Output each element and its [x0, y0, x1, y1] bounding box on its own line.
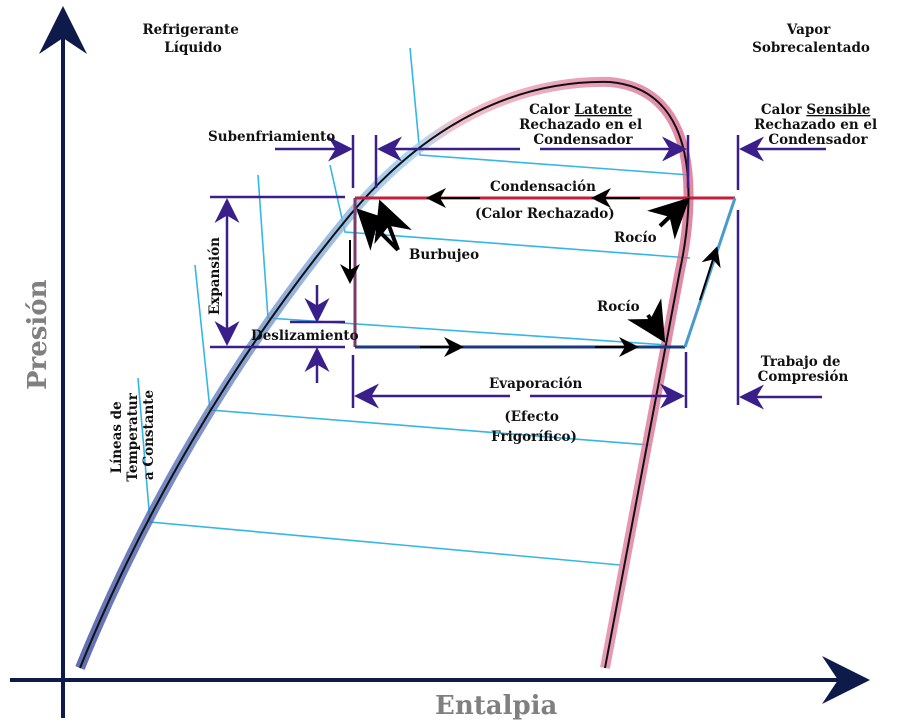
- isotherm-line2: Temperatur: [125, 392, 141, 481]
- sensible-underlined: Sensible: [806, 102, 870, 118]
- condensation-label: Condensación: [490, 179, 596, 195]
- dew-label-bottom: Rocío: [597, 299, 640, 315]
- liquid-region-label: Refrigerante Líquido: [142, 22, 243, 56]
- latent-heat-label: Calor Latente Rechazado en el Condensado…: [519, 102, 647, 148]
- sensible-heat-label: Calor Sensible Rechazado en el Condensad…: [754, 102, 882, 148]
- bubble-pointer: [374, 199, 412, 251]
- compression-arrow: [699, 246, 721, 301]
- isotherm-line: [194, 264, 651, 446]
- liquid-line1: Refrigerante: [142, 22, 238, 38]
- effect-line2: Frigorífico): [491, 429, 577, 445]
- saturation-dome: [79, 80, 690, 669]
- work-line1: Trabajo de: [761, 354, 841, 370]
- isotherm-line1: Líneas de: [109, 401, 125, 473]
- y-axis-label: Presión: [23, 279, 53, 390]
- subcooling-label: Subenfriamiento: [208, 129, 335, 145]
- dew-label-top: Rocío: [614, 230, 657, 246]
- isotherm-line3: a Constante: [141, 390, 157, 480]
- x-axis-label: Entalpia: [435, 691, 558, 721]
- vapor-region-label: Vapor Sobrecalentado: [752, 22, 870, 56]
- latent-pre: Calor: [529, 102, 574, 118]
- refrigerating-effect-label: (Efecto Frigorífico): [491, 409, 577, 445]
- latent-underlined: Latente: [575, 102, 633, 118]
- expansion-label: Expansión: [207, 237, 223, 315]
- latent-line3: Condensador: [533, 132, 633, 148]
- vapor-line2: Sobrecalentado: [752, 40, 870, 56]
- latent-line2: Rechazado en el: [519, 117, 642, 133]
- effect-line1: (Efecto: [504, 409, 559, 425]
- sensible-line3: Condensador: [768, 132, 868, 148]
- saturation-dome-glow: [75, 76, 694, 670]
- dew-pointer: [647, 197, 690, 240]
- sensible-pre: Calor: [761, 102, 806, 118]
- isotherm-line: [409, 47, 691, 176]
- compression-line: [683, 197, 737, 348]
- isotherm-label: Líneas de Temperatur a Constante: [109, 388, 157, 481]
- evaporation-label: Evaporación: [489, 376, 583, 392]
- work-line2: Compresión: [758, 369, 849, 385]
- vapor-line1: Vapor: [786, 22, 831, 38]
- isotherm-line: [329, 164, 691, 259]
- compression-work-label: Trabajo de Compresión: [758, 354, 849, 385]
- dew-pointer: [627, 298, 666, 343]
- heat-rejected-label: (Calor Rechazado): [475, 206, 615, 222]
- bubble-label: Burbujeo: [409, 247, 479, 263]
- sensible-line2: Rechazado en el: [754, 117, 877, 133]
- glide-label: Deslizamiento: [251, 328, 359, 344]
- liquid-line2: Líquido: [164, 40, 221, 56]
